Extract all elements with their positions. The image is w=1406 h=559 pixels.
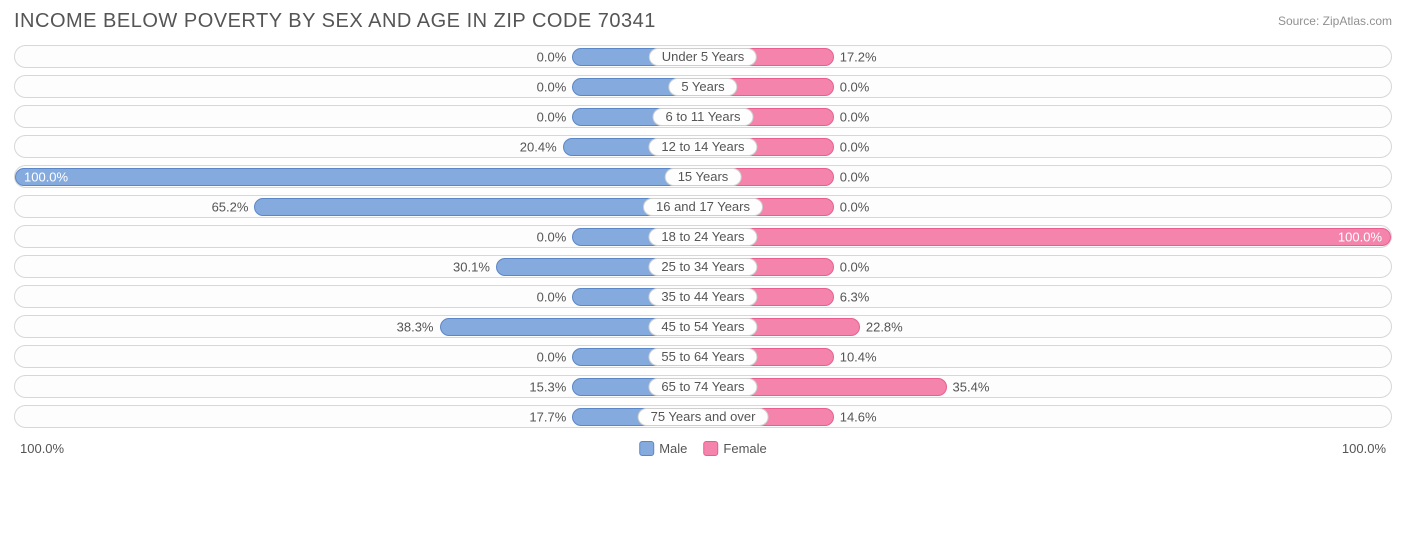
table-row: 100.0% 0.0% 15 Years [14,165,1392,188]
male-value: 0.0% [537,79,567,94]
category-badge: 75 Years and over [638,408,769,426]
category-badge: 55 to 64 Years [648,348,757,366]
male-value: 30.1% [453,259,490,274]
female-value: 0.0% [840,139,870,154]
chart-source: Source: ZipAtlas.com [1278,10,1392,28]
table-row: 20.4% 0.0% 12 to 14 Years [14,135,1392,158]
category-badge: 5 Years [668,78,737,96]
female-bar: 100.0% [703,228,1391,246]
male-value: 15.3% [529,379,566,394]
table-row: 38.3% 22.8% 45 to 54 Years [14,315,1392,338]
female-value: 6.3% [840,289,870,304]
male-value: 17.7% [529,409,566,424]
category-badge: 35 to 44 Years [648,288,757,306]
category-badge: 18 to 24 Years [648,228,757,246]
legend-female-label: Female [723,441,766,456]
male-swatch-icon [639,441,654,456]
table-row: 0.0% 10.4% 55 to 64 Years [14,345,1392,368]
female-value: 10.4% [840,349,877,364]
male-value: 100.0% [24,169,68,184]
category-badge: 65 to 74 Years [648,378,757,396]
female-value: 22.8% [866,319,903,334]
legend: Male Female [639,441,767,456]
legend-male-label: Male [659,441,687,456]
female-value: 0.0% [840,79,870,94]
chart-header: INCOME BELOW POVERTY BY SEX AND AGE IN Z… [14,10,1392,33]
table-row: 0.0% 100.0% 18 to 24 Years [14,225,1392,248]
female-value: 0.0% [840,259,870,274]
table-row: 0.0% 0.0% 5 Years [14,75,1392,98]
axis-label-left: 100.0% [20,441,64,456]
female-value: 100.0% [1338,229,1382,244]
category-badge: 16 and 17 Years [643,198,763,216]
chart-rows: 0.0%17.2%Under 5 Years0.0%0.0%5 Years0.0… [14,45,1392,428]
female-value: 0.0% [840,109,870,124]
female-value: 35.4% [953,379,990,394]
male-value: 20.4% [520,139,557,154]
male-bar: 100.0% [15,168,703,186]
category-badge: Under 5 Years [649,48,757,66]
category-badge: 45 to 54 Years [648,318,757,336]
legend-female: Female [703,441,766,456]
male-bar [254,198,703,216]
male-value: 0.0% [537,109,567,124]
table-row: 0.0% 6.3% 35 to 44 Years [14,285,1392,308]
female-value: 0.0% [840,199,870,214]
category-badge: 25 to 34 Years [648,258,757,276]
table-row: 15.3% 35.4% 65 to 74 Years [14,375,1392,398]
legend-male: Male [639,441,687,456]
chart-title: INCOME BELOW POVERTY BY SEX AND AGE IN Z… [14,10,656,33]
male-value: 65.2% [212,199,249,214]
chart-footer: 100.0% Male Female 100.0% [14,438,1392,458]
table-row: 0.0% 0.0% 6 to 11 Years [14,105,1392,128]
male-value: 0.0% [537,349,567,364]
female-value: 0.0% [840,169,870,184]
female-swatch-icon [703,441,718,456]
table-row: 65.2% 0.0% 16 and 17 Years [14,195,1392,218]
table-row: 17.7% 14.6% 75 Years and over [14,405,1392,428]
male-value: 0.0% [537,229,567,244]
female-value: 17.2% [840,49,877,64]
category-badge: 15 Years [665,168,742,186]
male-value: 0.0% [537,289,567,304]
category-badge: 6 to 11 Years [653,108,754,126]
male-value: 38.3% [397,319,434,334]
male-value: 0.0% [537,49,567,64]
axis-label-right: 100.0% [1342,441,1386,456]
table-row: 0.0% 17.2% Under 5 Years [14,45,1392,68]
table-row: 30.1% 0.0% 25 to 34 Years [14,255,1392,278]
poverty-chart: INCOME BELOW POVERTY BY SEX AND AGE IN Z… [0,0,1406,466]
category-badge: 12 to 14 Years [648,138,757,156]
female-value: 14.6% [840,409,877,424]
